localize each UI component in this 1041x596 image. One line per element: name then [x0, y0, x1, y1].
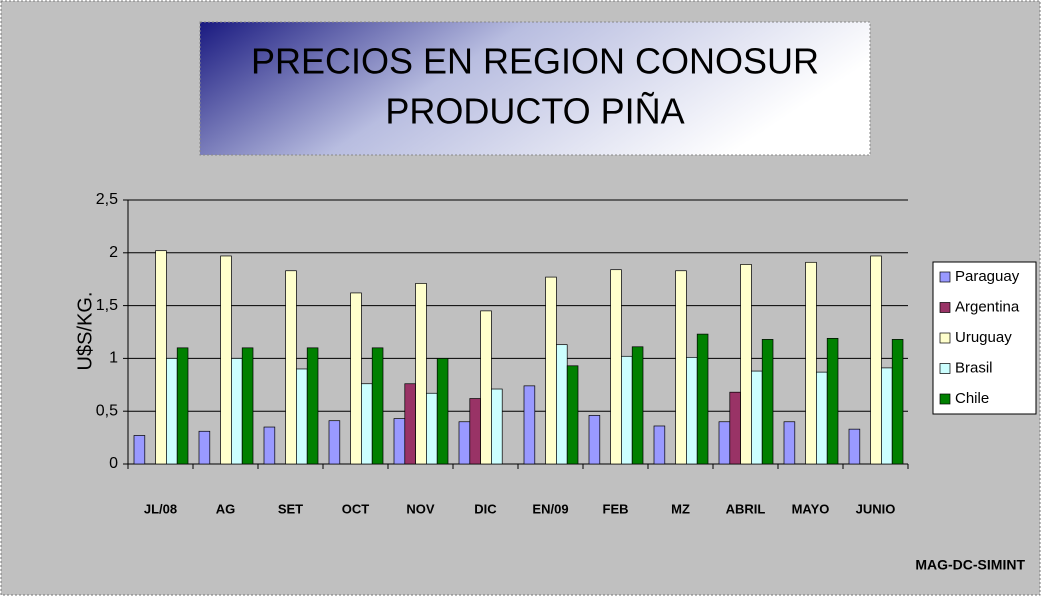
x-tick-label: DIC	[474, 501, 497, 516]
bar	[285, 270, 297, 465]
x-tick-label: FEB	[603, 501, 629, 516]
bar	[523, 385, 536, 465]
bar	[404, 383, 416, 465]
bar	[415, 283, 427, 465]
y-tick-label: 1,5	[96, 297, 118, 314]
x-tick-label: OCT	[342, 501, 370, 516]
bar	[631, 346, 644, 465]
bar	[686, 356, 698, 465]
bar	[783, 421, 796, 465]
x-tick-label: EN/09	[532, 501, 568, 516]
bar	[805, 261, 817, 465]
bar	[469, 398, 481, 465]
bar	[718, 421, 731, 465]
y-axis-label: U$S/KG.	[74, 292, 96, 371]
bar	[588, 415, 601, 465]
bar	[263, 426, 276, 465]
bar	[761, 339, 774, 465]
bar	[848, 428, 861, 465]
x-tick-label: AG	[216, 501, 236, 516]
legend-label: Argentina	[955, 298, 1020, 315]
title-box	[199, 21, 871, 156]
bar	[621, 355, 633, 465]
legend-swatch	[939, 363, 951, 374]
bar	[891, 339, 904, 465]
bar	[545, 276, 557, 465]
legend-swatch	[939, 393, 951, 405]
legend-swatch	[939, 302, 951, 313]
bar	[436, 358, 449, 465]
legend-label: Paraguay	[955, 268, 1020, 285]
y-tick-label: 2,5	[96, 191, 118, 208]
bar	[306, 347, 319, 465]
y-tick-label: 2	[109, 244, 118, 261]
bar	[881, 367, 893, 465]
bar	[198, 430, 211, 465]
chart-title: PRODUCTO PIÑA	[385, 91, 684, 132]
bar	[361, 383, 373, 465]
bar	[176, 347, 189, 465]
x-tick-label: ABRIL	[726, 501, 766, 516]
bar	[241, 347, 254, 465]
bar	[870, 255, 882, 465]
bar	[166, 358, 178, 465]
x-tick-label: NOV	[406, 501, 435, 516]
bar	[393, 418, 406, 465]
x-tick-label: SET	[278, 501, 303, 516]
bar	[458, 421, 471, 465]
bar	[566, 365, 579, 465]
bar	[220, 255, 232, 465]
x-tick-label: MZ	[671, 501, 690, 516]
y-tick-label: 0	[109, 455, 118, 472]
chart-title: PRECIOS EN REGION CONOSUR	[251, 41, 819, 82]
legend	[932, 261, 1037, 415]
legend-label: Chile	[955, 390, 989, 407]
bar	[426, 392, 438, 465]
y-tick-label: 1	[109, 350, 118, 367]
bar	[729, 391, 741, 465]
bar	[491, 388, 503, 465]
bar	[371, 347, 384, 465]
x-tick-label: JUNIO	[856, 501, 896, 516]
x-tick-label: MAYO	[792, 501, 830, 516]
bar	[653, 425, 666, 465]
legend-label: Brasil	[955, 359, 993, 376]
bar	[328, 420, 341, 465]
bar	[816, 371, 828, 465]
bar	[350, 292, 362, 465]
legend-swatch	[939, 271, 951, 283]
y-tick-label: 0,5	[96, 402, 118, 419]
bar	[826, 337, 839, 465]
legend-label: Uruguay	[955, 329, 1012, 346]
bar	[696, 333, 709, 465]
bar	[480, 310, 492, 465]
source: MAG-DC-SIMINT	[915, 557, 1025, 573]
bar	[231, 358, 243, 465]
bar	[556, 344, 568, 465]
bar	[296, 368, 308, 465]
legend-swatch	[939, 332, 951, 344]
bar	[133, 435, 146, 465]
bar	[740, 264, 752, 465]
bar	[675, 270, 687, 465]
bar	[155, 250, 167, 465]
bar	[610, 269, 622, 465]
x-tick-label: JL/08	[144, 501, 177, 516]
bar	[751, 370, 763, 465]
